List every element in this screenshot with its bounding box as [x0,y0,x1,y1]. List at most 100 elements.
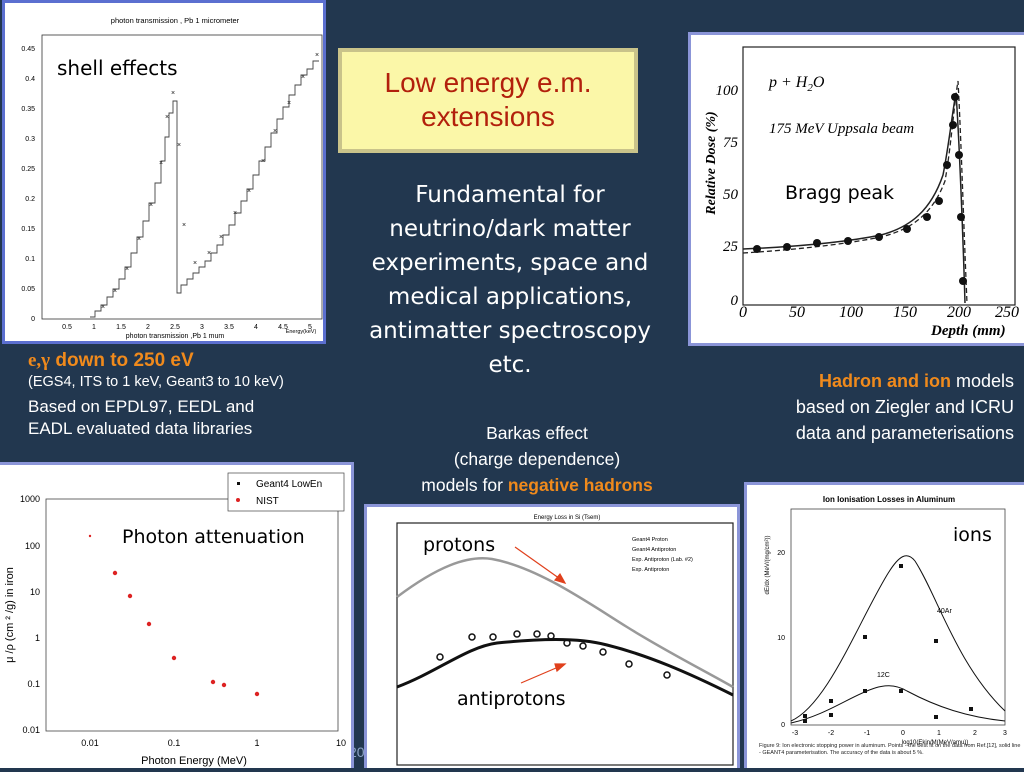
c-point [829,713,833,717]
y-tick-label: 0.1 [25,256,35,263]
x-tick-label: 2 [146,324,150,331]
legend-entry: Geant4 Antiproton [632,547,676,553]
shell-xticks: 0.5 1 1.5 2 2.5 3 3.5 4 4.5 5 [62,324,312,331]
antiproton-points [436,630,671,679]
bragg-annot-1-sub: 2 [807,82,813,94]
center-paragraph: Fundamental for neutrino/dark matter exp… [340,178,680,382]
y-tick-label: 75 [723,135,739,151]
atten-ylabel: μ /ρ (cm ² /g) in iron [4,567,16,663]
ar-points [803,564,973,718]
left-text-block: e,γ down to 250 eV (EGS4, ITS to 1 keV, … [28,350,348,439]
ions-title: Ion Ionisation Losses in Aluminum [823,495,955,504]
legend-marker-nist [236,498,240,502]
ar-point [829,699,833,703]
x-tick-label: 0.5 [62,324,72,331]
hadron-line-3: data and parameterisations [795,423,1014,443]
hadron-highlight: Hadron and ion [818,371,951,391]
ar-point [934,639,938,643]
antiproton-point [547,632,555,640]
shell-marker: × [233,210,237,217]
y-tick-label: 0.05 [21,286,35,293]
bragg-point [844,237,852,245]
bragg-point [783,243,791,251]
y-tick-label: 0.15 [21,226,35,233]
shell-marker: × [193,260,197,267]
y-tick-label: 1000 [20,494,40,504]
y-tick-label: 0.35 [21,106,35,113]
shell-marker: × [273,128,277,135]
legend-marker-geant4 [237,482,240,485]
bragg-point [951,93,959,101]
legend-entry: Geant4 Proton [632,537,668,543]
x-tick-label: 4.5 [278,324,288,331]
protons-panel: Energy Loss in Si (Tsem) Geant4 Proton G… [364,504,740,768]
bragg-annot-2: 175 MeV Uppsala beam [769,121,914,137]
y-tick-label: 50 [723,187,739,203]
shell-yticks: 0.45 0.4 0.35 0.3 0.25 0.2 0.15 0.1 0.05… [21,46,35,323]
bragg-point [957,213,965,221]
y-tick-label: 10 [777,635,785,642]
atten-legend [227,472,345,512]
atten-points [88,534,260,697]
eg-line-1: Based on EPDL97, EEDL and [28,397,255,416]
x-tick-label: -2 [828,730,834,737]
shell-effects-panel: photon transmission , Pb 1 micrometer 0.… [2,0,326,344]
shell-marker: × [159,160,163,167]
shell-marker: × [315,52,319,59]
y-tick-label: 10 [30,587,40,597]
ions-xticks: -3 -2 -1 0 1 2 3 [792,730,1007,737]
bragg-ylabel: Relative Dose (%) [704,111,719,215]
shell-marker: × [171,90,175,97]
antiproton-point [513,630,521,638]
x-tick-label: 0 [739,304,747,321]
shell-marker: × [165,114,169,121]
hadron-line-1: Hadron and ion models [720,368,1014,394]
bragg-peak-panel: Relative Dose (%) 100 75 50 25 0 0 50 10… [688,32,1024,346]
shell-marker: × [177,142,181,149]
shell-marker: × [261,158,265,165]
ions-label: ions [953,524,992,546]
y-tick-label: 0.01 [22,725,40,735]
nist-point [254,691,260,697]
x-tick-label: 2.5 [170,324,180,331]
bragg-points [753,93,967,285]
ar-label: 40Ar [937,608,952,615]
nist-point [146,621,152,627]
y-tick-label: 0.1 [27,679,40,689]
shell-marker: × [287,100,291,107]
y-tick-label: 100 [25,541,40,551]
antiproton-point [663,671,671,679]
x-tick-label: 3 [1003,730,1007,737]
c-points [803,689,938,723]
bragg-point [943,161,951,169]
c-point [899,689,903,693]
eg-symbol: e,γ [28,350,51,371]
arrow-line [514,546,564,582]
shell-xlabel-corner: Energy(keV) [286,329,317,335]
x-tick-label: 0.01 [81,738,99,748]
x-tick-label: 5 [308,324,312,331]
bragg-point [813,239,821,247]
ar-point [863,635,867,639]
x-tick-label: 3 [200,324,204,331]
shell-marker: × [301,74,305,81]
barkas-highlight: negative hadrons [507,475,653,495]
ions-plot: Ion Ionisation Losses in Aluminum 20 10 … [765,495,1007,746]
center-line: medical applications, [387,284,633,310]
title-line-2: extensions [421,101,555,132]
shell-marker: × [101,304,105,311]
center-line: etc. [488,352,532,378]
c-point [934,715,938,719]
bragg-point [753,245,761,253]
y-tick-label: 0.4 [25,76,35,83]
shell-markers: × × × × × × × × × × × × × × × × × × × × [101,52,319,311]
shell-marker: × [149,202,153,209]
antiproton-point [436,653,444,661]
y-tick-label: 0 [781,722,785,729]
bragg-point [955,151,963,159]
bragg-yticks: 100 75 50 25 0 [716,83,739,309]
c-point [863,689,867,693]
x-tick-label: 0.1 [168,738,181,748]
atten-yticks: 1000 100 10 1 0.1 0.01 [20,494,40,735]
shell-marker: × [113,288,117,295]
